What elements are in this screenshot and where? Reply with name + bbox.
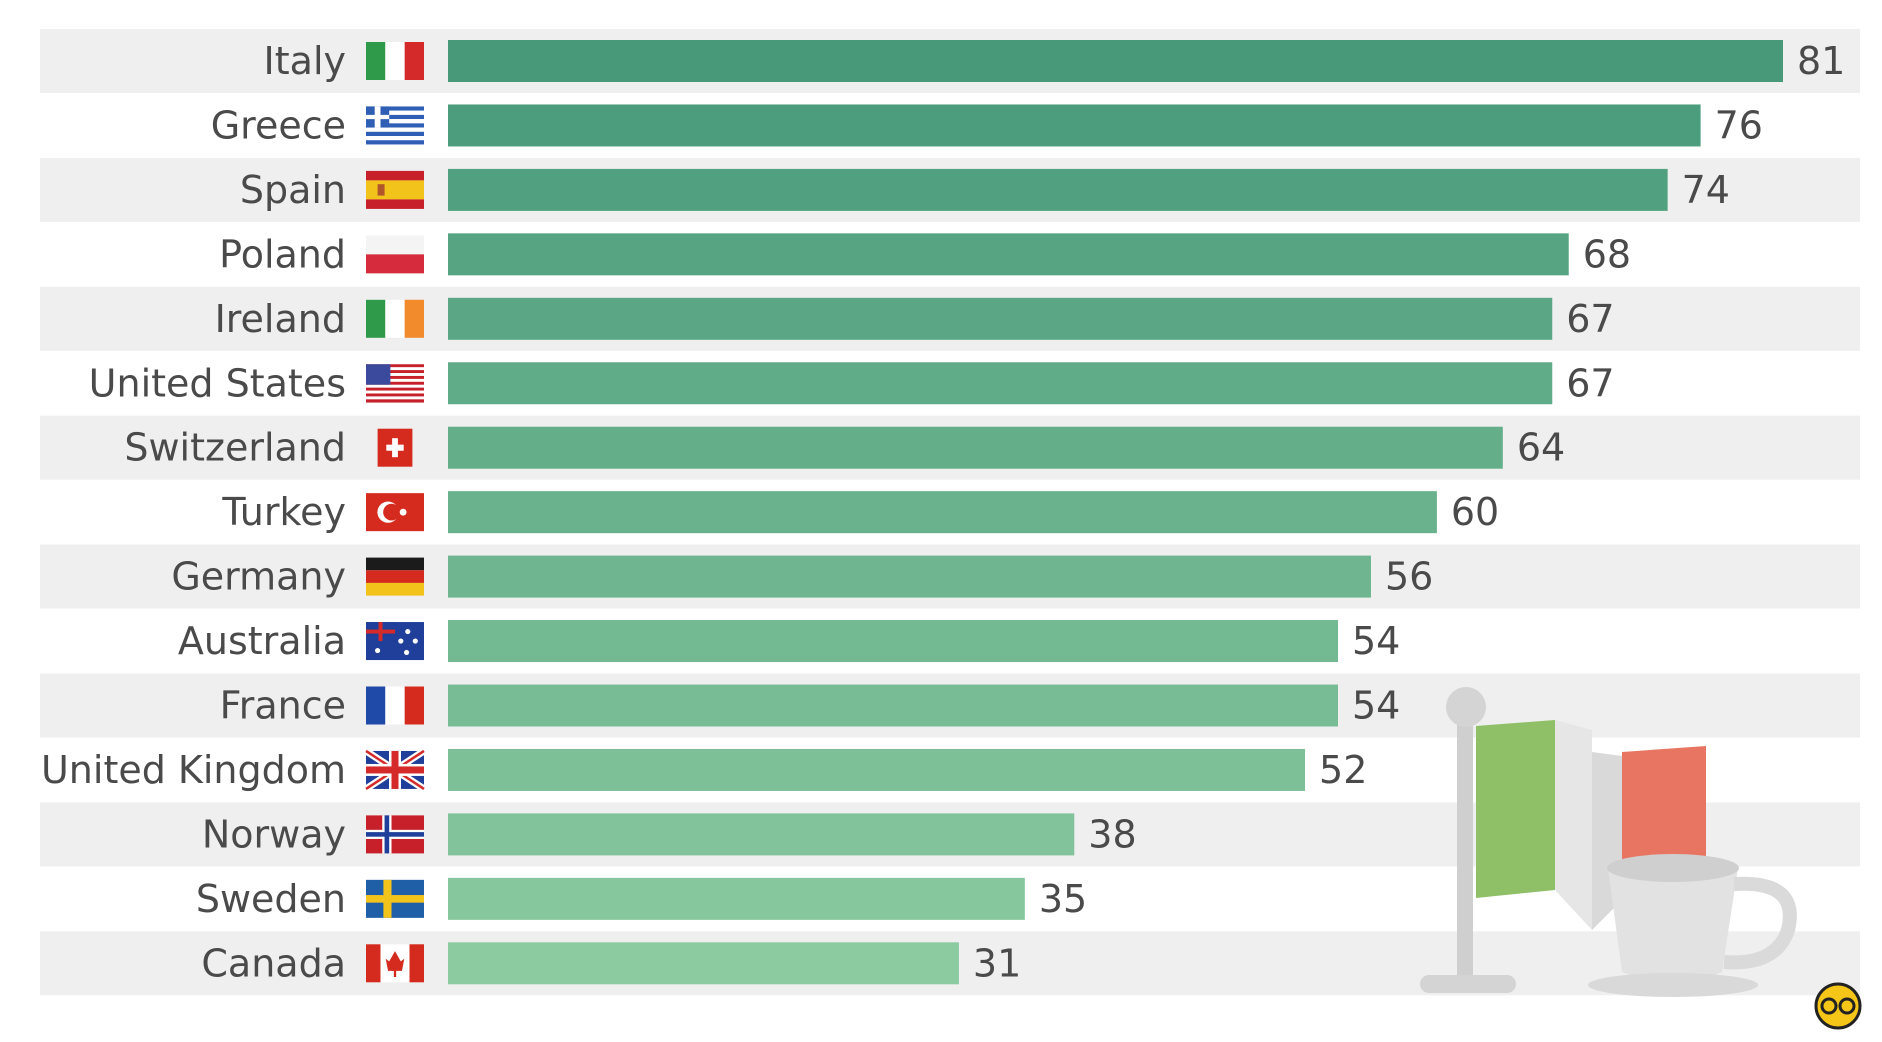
- value-label: 52: [1319, 748, 1367, 792]
- statista-logo-icon: [1814, 982, 1862, 1030]
- flag-pole-knob: [1446, 687, 1486, 727]
- category-label: France: [220, 684, 346, 728]
- flag-united-states-icon: [366, 364, 424, 403]
- bar-row: United States 67: [89, 361, 1615, 405]
- bar-row: Switzerland 64: [124, 426, 1565, 470]
- bar: [448, 233, 1569, 276]
- value-label: 76: [1715, 103, 1763, 147]
- bar-row: Ireland 67: [215, 297, 1615, 341]
- value-label: 60: [1451, 490, 1499, 534]
- bar: [448, 620, 1338, 663]
- category-label: Sweden: [196, 877, 346, 921]
- bar: [448, 813, 1075, 856]
- flag-green-stripe: [1476, 720, 1555, 898]
- bar-row: Greece 76: [211, 103, 1763, 147]
- value-label: 31: [973, 941, 1021, 985]
- flag-france-icon: [366, 686, 424, 725]
- category-label: Spain: [240, 168, 346, 212]
- flag-spain-icon: [366, 170, 424, 209]
- flag-greece-icon: [366, 106, 424, 145]
- bar: [448, 684, 1338, 727]
- bar: [448, 168, 1668, 211]
- bar: [448, 362, 1553, 405]
- value-label: 56: [1385, 555, 1433, 599]
- value-label: 54: [1352, 684, 1400, 728]
- flag-white-stripe: [1555, 720, 1592, 930]
- bar-row: Germany 56: [171, 555, 1433, 599]
- category-label: Italy: [264, 39, 346, 83]
- coffee-saucer: [1588, 973, 1758, 997]
- flag-germany-icon: [366, 557, 424, 596]
- category-label: Greece: [211, 103, 346, 147]
- bar-row: Canada 31: [201, 941, 1021, 985]
- flag-poland-icon: [366, 235, 424, 274]
- value-label: 68: [1583, 232, 1631, 276]
- category-label: Canada: [201, 941, 346, 985]
- bar-row: Turkey 60: [221, 490, 1499, 534]
- value-label: 74: [1682, 168, 1730, 212]
- flag-australia-icon: [366, 622, 424, 661]
- category-label: Australia: [178, 619, 346, 663]
- flag-ireland-icon: [366, 299, 424, 338]
- value-label: 67: [1566, 297, 1614, 341]
- category-label: United Kingdom: [41, 748, 346, 792]
- value-label: 54: [1352, 619, 1400, 663]
- bar-row: Australia 54: [178, 619, 1400, 663]
- flag-sweden-icon: [366, 879, 424, 918]
- bar-row: Poland 68: [219, 232, 1631, 276]
- bar-row: Italy 81: [264, 39, 1846, 83]
- value-label: 64: [1517, 426, 1565, 470]
- italian-flag-coffee-illustration: [1420, 687, 1797, 997]
- bar: [448, 748, 1306, 791]
- flag-united-kingdom-icon: [364, 748, 426, 792]
- flag-pole: [1457, 712, 1473, 982]
- bar-row: France 54: [220, 684, 1401, 728]
- flag-turkey-icon: [366, 493, 424, 532]
- flag-norway-icon: [366, 815, 424, 854]
- bar: [448, 877, 1025, 920]
- category-label: Ireland: [215, 297, 346, 341]
- flag-pole-base: [1420, 975, 1516, 993]
- bar: [448, 491, 1437, 534]
- bar-row: United Kingdom 52: [41, 748, 1367, 792]
- bar: [448, 555, 1371, 598]
- value-label: 67: [1566, 361, 1614, 405]
- coffee-cup-handle: [1723, 876, 1797, 970]
- flag-red-stripe: [1622, 746, 1706, 875]
- category-label: Turkey: [221, 490, 346, 534]
- bar: [448, 104, 1701, 147]
- flag-switzerland-icon: [377, 428, 413, 467]
- category-label: Poland: [219, 232, 346, 276]
- bar-row: Spain 74: [240, 168, 1730, 212]
- value-label: 81: [1797, 39, 1845, 83]
- bar: [448, 40, 1783, 82]
- coffee-cup-body: [1608, 868, 1738, 982]
- bar-row: Norway 38: [202, 812, 1137, 856]
- value-label: 38: [1088, 812, 1136, 856]
- value-label: 35: [1039, 877, 1087, 921]
- category-label: United States: [89, 361, 346, 405]
- bar: [448, 426, 1503, 469]
- category-label: Norway: [202, 812, 346, 856]
- category-label: Germany: [171, 555, 346, 599]
- bar-row: Sweden 35: [196, 877, 1087, 921]
- coffee-cup-rim: [1607, 854, 1739, 882]
- category-label: Switzerland: [124, 426, 346, 470]
- flag-italy-icon: [366, 42, 424, 80]
- flag-canada-icon: [366, 944, 424, 983]
- bar: [448, 942, 959, 985]
- bar: [448, 297, 1553, 340]
